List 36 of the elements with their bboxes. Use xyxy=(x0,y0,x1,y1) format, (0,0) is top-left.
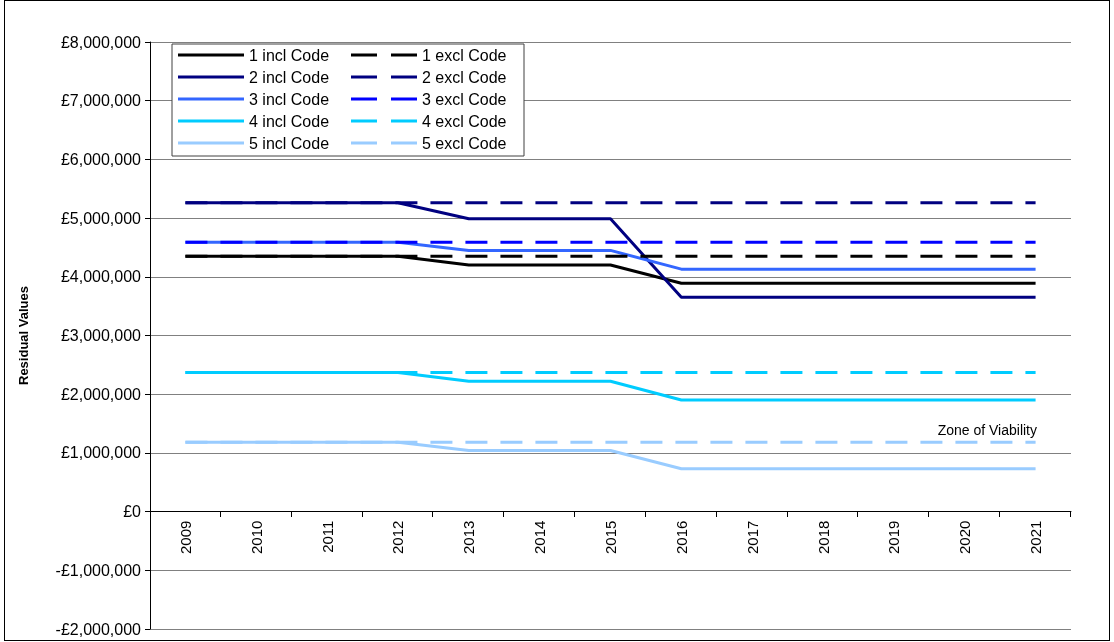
x-tick-label: 2020 xyxy=(956,520,974,554)
y-tick-label: £5,000,000 xyxy=(60,209,142,227)
legend-label: 2 excl Code xyxy=(422,68,507,86)
annotation: Zone of Viability xyxy=(937,422,1038,438)
legend-label: 5 incl Code xyxy=(249,134,330,152)
x-tick-label: 2012 xyxy=(389,520,407,554)
legend-label: 4 incl Code xyxy=(249,112,330,130)
x-tick-label: 2011 xyxy=(318,520,336,553)
x-tick-label: 2018 xyxy=(814,520,832,554)
legend-label: 1 excl Code xyxy=(422,46,507,64)
x-tick-label: 2015 xyxy=(602,520,619,554)
x-tick-label: 2021 xyxy=(1027,520,1045,554)
legend-label: 2 incl Code xyxy=(249,68,330,86)
x-tick-label: 2019 xyxy=(885,520,903,554)
legend-label: 3 incl Code xyxy=(249,90,330,108)
y-axis-title: Residual Values xyxy=(16,286,31,385)
y-tick-label: £6,000,000 xyxy=(60,150,142,168)
x-tick-label: 2010 xyxy=(247,520,265,554)
legend-label: 1 incl Code xyxy=(249,46,330,64)
y-tick-label: £7,000,000 xyxy=(60,92,142,110)
y-tick-label: £2,000,000 xyxy=(60,385,142,403)
legend-label: 3 excl Code xyxy=(422,90,507,108)
y-tick-label: £1,000,000 xyxy=(60,444,142,462)
x-tick-label: 2016 xyxy=(672,520,690,554)
y-tick-label: £0 xyxy=(123,503,142,521)
y-tick-label: -£1,000,000 xyxy=(55,561,142,579)
y-tick-label: £8,000,000 xyxy=(60,33,142,51)
x-tick-label: 2009 xyxy=(176,520,194,554)
legend-label: 5 excl Code xyxy=(422,134,507,152)
x-tick-label: 2017 xyxy=(743,520,761,554)
x-tick-label: 2013 xyxy=(460,520,478,554)
legend-label: 4 excl Code xyxy=(422,112,507,130)
y-tick-label: -£2,000,000 xyxy=(55,620,142,638)
y-tick-label: £3,000,000 xyxy=(60,327,142,344)
x-tick-label: 2014 xyxy=(531,520,549,554)
y-tick-label: £4,000,000 xyxy=(60,268,142,286)
